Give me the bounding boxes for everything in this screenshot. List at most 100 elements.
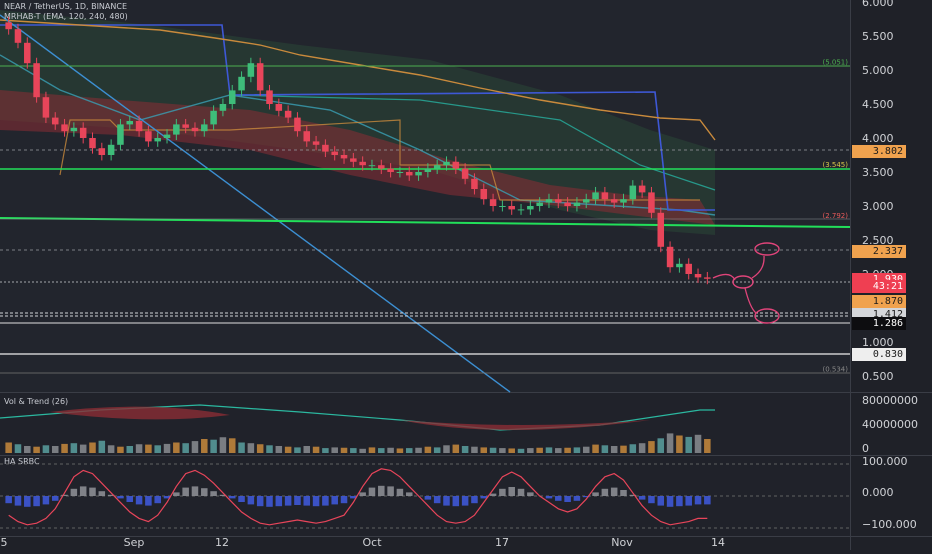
candle-body <box>219 104 227 111</box>
volume-bar <box>154 445 161 453</box>
oscillator-bar <box>331 496 338 505</box>
volume-bar <box>405 448 413 453</box>
candle-body <box>396 172 404 173</box>
time-tick-label: 12 <box>215 536 229 549</box>
time-tick-label: Sep <box>124 536 145 549</box>
volume-bar <box>42 445 50 453</box>
volume-bar <box>638 443 646 453</box>
oscillator-bar <box>182 487 189 496</box>
volume-bar <box>461 446 469 453</box>
volume-bar <box>51 446 59 453</box>
candle-body <box>433 165 441 169</box>
price-badge: 2.337 <box>852 245 906 259</box>
oscillator-bar <box>219 494 227 496</box>
price-badge: 3.802 <box>852 145 906 159</box>
oscillator-bar <box>610 487 618 496</box>
volume-pane-title: Vol & Trend (26) <box>4 397 68 406</box>
volume-bar <box>610 446 618 453</box>
volume-bar <box>555 448 562 453</box>
volume-bar <box>247 443 255 453</box>
volume-bar <box>433 447 441 453</box>
candle-body <box>5 22 12 30</box>
oscillator-bar <box>405 492 413 496</box>
candle-body <box>480 189 488 200</box>
oscillator-bar <box>387 486 394 496</box>
price-tick-label: 3.500 <box>862 166 894 179</box>
oscillator-bar <box>98 491 106 496</box>
candle-body <box>89 138 96 149</box>
annotation-circle <box>732 275 754 289</box>
oscillator-bar <box>228 496 236 499</box>
oscillator-bar <box>704 496 711 505</box>
candle-body <box>359 161 366 166</box>
candle-body <box>228 90 236 104</box>
volume-bar <box>657 438 665 453</box>
candle-body <box>340 155 348 159</box>
time-tick-label: 5 <box>1 536 8 549</box>
oscillator-bar <box>89 487 96 496</box>
oscillator-bar <box>145 496 152 506</box>
volume-bar <box>275 446 283 453</box>
price-tick-label: 0.500 <box>862 370 894 383</box>
oscillator-bar <box>648 496 655 504</box>
candle-body <box>499 206 506 207</box>
price-pane-bg <box>0 0 850 392</box>
volume-trend-ribbon <box>50 406 230 420</box>
volume-bar <box>592 444 599 453</box>
volume-bar <box>191 441 199 453</box>
candle-body <box>79 127 87 138</box>
volume-tick-label: 0 <box>862 442 869 455</box>
volume-bar <box>452 444 460 453</box>
oscillator-bar <box>303 496 311 506</box>
price-tick-label: 2.500 <box>862 234 894 247</box>
volume-bar <box>648 441 655 453</box>
volume-bar <box>201 439 208 453</box>
volume-bar <box>107 445 115 453</box>
oscillator-bar <box>135 496 143 505</box>
candle-body <box>275 104 283 111</box>
oscillator-bar <box>629 494 637 496</box>
candle-body <box>107 144 115 155</box>
oscillator-bar <box>527 492 534 496</box>
annotation-circle <box>754 308 780 324</box>
red-ema-ribbon <box>0 90 715 225</box>
volume-bar <box>70 443 78 453</box>
oscillator-bar <box>24 496 31 507</box>
volume-bar <box>238 442 245 453</box>
volume-bar <box>489 447 497 453</box>
candle-body <box>666 246 674 268</box>
price-badge: 0.830 <box>852 347 906 361</box>
oscillator-bar <box>443 496 450 506</box>
oscillator-bar <box>61 494 68 496</box>
symbol-title[interactable]: NEAR / TetherUS, 1D, BINANCE <box>4 2 128 11</box>
oscillator-bar <box>340 496 348 504</box>
candle-body <box>33 63 40 98</box>
candle-body <box>284 110 292 118</box>
oscillator-bar <box>676 496 683 507</box>
oscillator-bar <box>322 496 329 506</box>
volume-bar <box>396 448 404 453</box>
oscillator-bar <box>210 491 217 496</box>
volume-bar <box>564 447 571 453</box>
candle-body <box>545 199 553 203</box>
oscillator-bar <box>480 496 488 499</box>
volume-bar <box>685 436 692 453</box>
oscillator-bar <box>638 496 646 500</box>
volume-trend-ribbon <box>400 420 650 430</box>
candle-body <box>247 63 255 77</box>
candle-body <box>564 202 571 206</box>
volume-bar <box>340 447 348 453</box>
oscillator-bar <box>191 486 199 496</box>
candle-body <box>312 141 320 145</box>
candle-body <box>210 110 217 125</box>
oscillator-line <box>8 468 708 526</box>
oscillator-bar <box>117 496 124 499</box>
candle-body <box>657 212 665 247</box>
oscillator-bar <box>517 488 525 496</box>
volume-bar <box>173 442 180 453</box>
oscillator-bar <box>238 496 245 502</box>
oscillator-bar <box>266 496 273 507</box>
indicator-title[interactable]: MRHAB-T (EMA, 120, 240, 480) <box>4 12 128 21</box>
volume-bar <box>368 447 376 453</box>
